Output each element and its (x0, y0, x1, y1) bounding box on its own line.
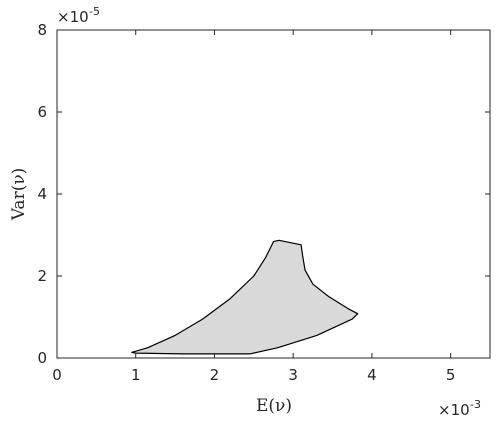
y-multiplier-base: ×10 (57, 8, 89, 26)
x-axis-label: E(ν) (256, 396, 292, 416)
x-tick-label: 3 (288, 366, 298, 384)
y-tick-label: 4 (37, 185, 47, 203)
tick-layer: 0 1 2 3 4 5 0 2 4 6 8 (37, 21, 490, 384)
x-tick-label: 0 (52, 366, 62, 384)
y-tick-label: 2 (37, 267, 47, 285)
y-axis-label: Var(ν) (9, 168, 29, 222)
feasible-region (131, 239, 359, 355)
y-tick-label: 0 (37, 349, 47, 367)
x-multiplier-exponent: -3 (470, 398, 481, 411)
x-multiplier-base: ×10 (438, 401, 470, 419)
x-tick-label: 2 (210, 366, 220, 384)
x-tick-label: 1 (131, 366, 141, 384)
x-axis-multiplier: ×10 -3 (438, 398, 481, 419)
y-tick-label: 6 (37, 103, 47, 121)
x-tick-label: 4 (367, 366, 377, 384)
y-tick-label: 8 (37, 21, 47, 39)
x-tick-label: 5 (446, 366, 456, 384)
region-layer (131, 239, 359, 355)
y-axis-multiplier: ×10 -5 (57, 5, 100, 26)
y-multiplier-exponent: -5 (89, 5, 100, 18)
